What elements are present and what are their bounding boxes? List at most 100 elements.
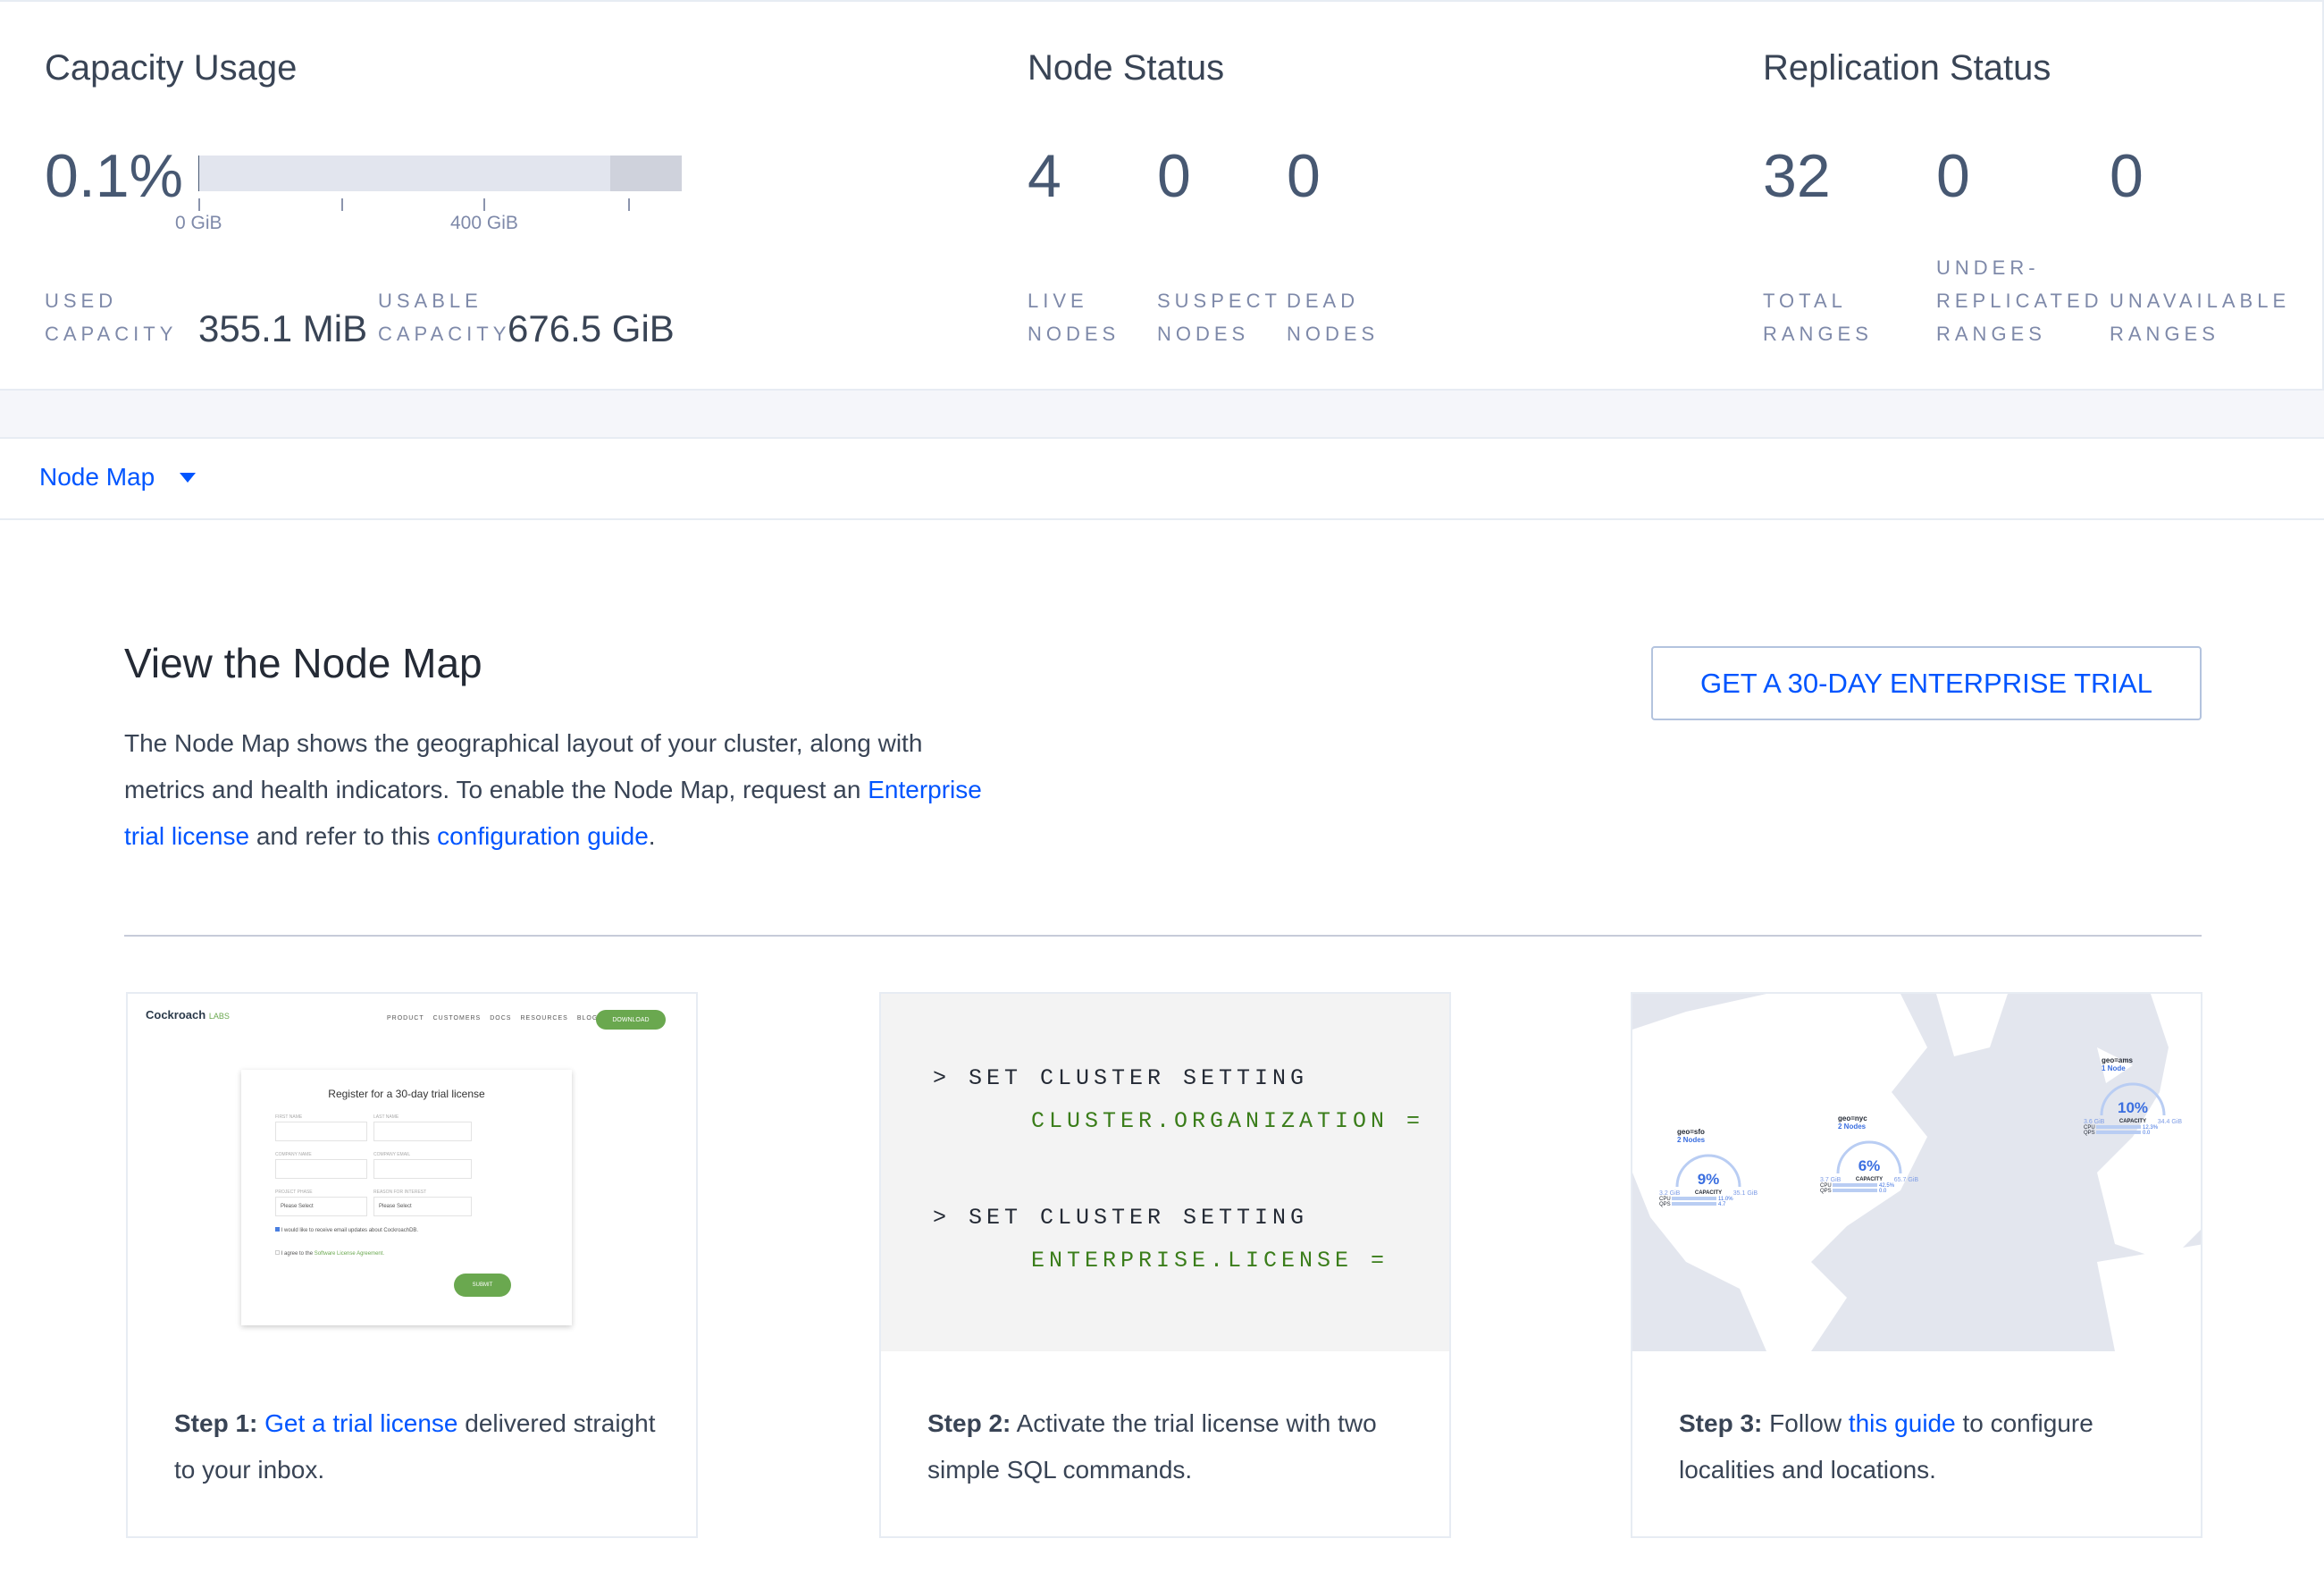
label-line: NODES bbox=[1028, 323, 1120, 345]
preview-input bbox=[275, 1122, 367, 1141]
node-map-dropdown[interactable]: Node Map bbox=[39, 463, 197, 492]
label-line: RANGES bbox=[2110, 323, 2219, 345]
sql-line: > SET CLUSTER SETTING bbox=[933, 1205, 1309, 1231]
sql-commands-preview: > SET CLUSTER SETTING CLUSTER.ORGANIZATI… bbox=[881, 994, 1449, 1351]
label-line: RANGES bbox=[1763, 323, 1873, 345]
tick-label: 400 GiB bbox=[450, 213, 518, 233]
check-link: Software License Agreement. bbox=[314, 1251, 385, 1257]
tick-label: 0 GiB bbox=[175, 213, 222, 233]
trial-license-link[interactable]: Get a trial license bbox=[264, 1409, 458, 1437]
node-map-preview: geo=sfo 2 Nodes 9% CAPACITY 3.2 GiB 35.1 … bbox=[1632, 994, 2201, 1351]
live-nodes-label: LIVE NODES bbox=[1028, 284, 1120, 350]
step-3-card: geo=sfo 2 Nodes 9% CAPACITY 3.2 GiB 35.1 … bbox=[1631, 992, 2202, 1538]
nav-item: DOCS bbox=[490, 1015, 512, 1022]
live-nodes-value: 4 bbox=[1028, 142, 1061, 210]
cluster-summary-panel: Capacity Usage 0.1% 0 GiB 400 GiB USED CA… bbox=[0, 0, 2324, 391]
locality-0: geo=sfo 2 Nodes 9% CAPACITY 3.2 GiB 35.1 … bbox=[1659, 1128, 1758, 1207]
sql-line: CLUSTER.ORGANIZATION = bbox=[1031, 1108, 1425, 1134]
qps-label: QPS bbox=[1820, 1189, 1832, 1194]
label-line: NODES bbox=[1287, 323, 1380, 345]
enterprise-trial-button[interactable]: GET A 30-DAY ENTERPRISE TRIAL bbox=[1651, 646, 2202, 720]
suspect-nodes-label: SUSPECT NODES bbox=[1157, 284, 1281, 350]
used-value: 3.6 GiB bbox=[2084, 1119, 2105, 1125]
under-replicated-value: 0 bbox=[1936, 142, 1970, 210]
locality-1: geo=nyc 2 Nodes 6% CAPACITY 3.7 GiB 65.7 … bbox=[1820, 1114, 1918, 1194]
qps-label: QPS bbox=[1659, 1202, 1671, 1207]
locality-capacity-pct: 9% bbox=[1697, 1171, 1720, 1188]
capacity-usage-title: Capacity Usage bbox=[45, 48, 298, 88]
used-value: 3.2 GiB bbox=[1659, 1190, 1681, 1197]
label-line bbox=[1763, 251, 1873, 284]
label-line: UNAVAILABLE bbox=[2110, 290, 2291, 312]
nav-item: PRODUCT bbox=[387, 1015, 424, 1022]
label-line: REPLICATED bbox=[1936, 290, 2103, 312]
cpu-value: 42.5% bbox=[1879, 1183, 1895, 1189]
cpu-label: CPU bbox=[1820, 1183, 1832, 1189]
locality-name: geo=sfo bbox=[1677, 1128, 1705, 1136]
preview-submit: SUBMIT bbox=[454, 1274, 511, 1297]
description: The Node Map shows the geographical layo… bbox=[124, 720, 982, 860]
unavailable-ranges-value: 0 bbox=[2110, 142, 2144, 210]
nav-item: RESOURCES bbox=[520, 1015, 568, 1022]
step-text: Follow bbox=[1762, 1409, 1849, 1437]
sql-line: > SET CLUSTER SETTING bbox=[933, 1065, 1309, 1091]
enterprise-trial-link[interactable]: Enterprise trial license bbox=[124, 776, 982, 850]
this-guide-link[interactable]: this guide bbox=[1848, 1409, 1956, 1437]
dead-nodes-value: 0 bbox=[1287, 142, 1321, 210]
locality-capacity-pct: 6% bbox=[1858, 1157, 1881, 1174]
dead-nodes-label: DEAD NODES bbox=[1287, 284, 1379, 350]
used-value: 3.7 GiB bbox=[1820, 1177, 1842, 1183]
qps-value: 4.7 bbox=[1718, 1202, 1726, 1207]
description-text: . bbox=[648, 822, 656, 850]
locality-nodes: 2 Nodes bbox=[1838, 1122, 1867, 1131]
replication-status-title: Replication Status bbox=[1763, 48, 2051, 88]
cpu-label: CPU bbox=[2084, 1125, 2095, 1131]
axis-tick bbox=[628, 198, 630, 211]
field-label: COMPANY EMAIL bbox=[373, 1152, 411, 1157]
preview-select: Please Select bbox=[275, 1197, 367, 1216]
logo-text: Cockroach bbox=[146, 1008, 206, 1022]
label-line: SUSPECT bbox=[1157, 290, 1281, 312]
page-title: View the Node Map bbox=[124, 640, 482, 686]
total-ranges-label: TOTAL RANGES bbox=[1763, 251, 1873, 350]
check-label: I would like to receive email updates ab… bbox=[281, 1228, 419, 1233]
label-line: DEAD bbox=[1287, 290, 1360, 312]
capacity-bar bbox=[198, 156, 682, 191]
logo-suffix: LABS bbox=[208, 1012, 230, 1021]
capacity-label: CAPACITY bbox=[1694, 1190, 1723, 1196]
cpu-label: CPU bbox=[1659, 1197, 1671, 1202]
step-2-text: Step 2: Activate the trial license with … bbox=[927, 1400, 1428, 1493]
step-2-card: > SET CLUSTER SETTING CLUSTER.ORGANIZATI… bbox=[879, 992, 1451, 1538]
sql-line: ENTERPRISE.LICENSE = bbox=[1031, 1248, 1389, 1274]
field-label: PROJECT PHASE bbox=[275, 1190, 313, 1195]
field-label: FIRST NAME bbox=[275, 1114, 303, 1120]
locality-capacity-pct: 10% bbox=[2117, 1099, 2149, 1116]
capacity-percent: 0.1% bbox=[45, 142, 183, 210]
capacity-label: CAPACITY bbox=[1855, 1177, 1884, 1182]
step-text: delivered straight to your inbox. bbox=[174, 1409, 656, 1484]
configuration-guide-link[interactable]: configuration guide bbox=[437, 822, 649, 850]
label-line: CAPACITY bbox=[378, 323, 511, 345]
locality-name: geo=nyc bbox=[1838, 1114, 1867, 1122]
qps-value: 0.0 bbox=[1879, 1189, 1887, 1194]
cpu-value: 11.0% bbox=[1718, 1197, 1733, 1202]
label-line: USED bbox=[45, 290, 118, 312]
step-prefix: Step 3: bbox=[1679, 1409, 1763, 1437]
step-text: to configure localities and locations. bbox=[1679, 1409, 2093, 1484]
used-capacity-label: USED CAPACITY bbox=[45, 284, 177, 350]
step-prefix: Step 1: bbox=[174, 1409, 258, 1437]
preview-form: Register for a 30-day trial license FIRS… bbox=[241, 1070, 572, 1325]
used-capacity-value: 355.1 MiB bbox=[198, 307, 368, 349]
step-prefix: Step 2: bbox=[927, 1409, 1011, 1437]
preview-input bbox=[275, 1159, 367, 1179]
description-text: The Node Map shows the geographical layo… bbox=[124, 729, 923, 803]
axis-tick bbox=[341, 198, 343, 211]
capacity-label: CAPACITY bbox=[2118, 1119, 2147, 1124]
world-map-icon bbox=[1632, 994, 2201, 1351]
caret-down-icon bbox=[180, 472, 197, 483]
nav-item: BLOG bbox=[576, 1015, 599, 1022]
usable-capacity-value: 676.5 GiB bbox=[508, 307, 675, 349]
description-text: and refer to this bbox=[249, 822, 438, 850]
label-line: RANGES bbox=[1936, 323, 2046, 345]
preview-nav: PRODUCT CUSTOMERS DOCS RESOURCES BLOG bbox=[387, 1015, 598, 1022]
